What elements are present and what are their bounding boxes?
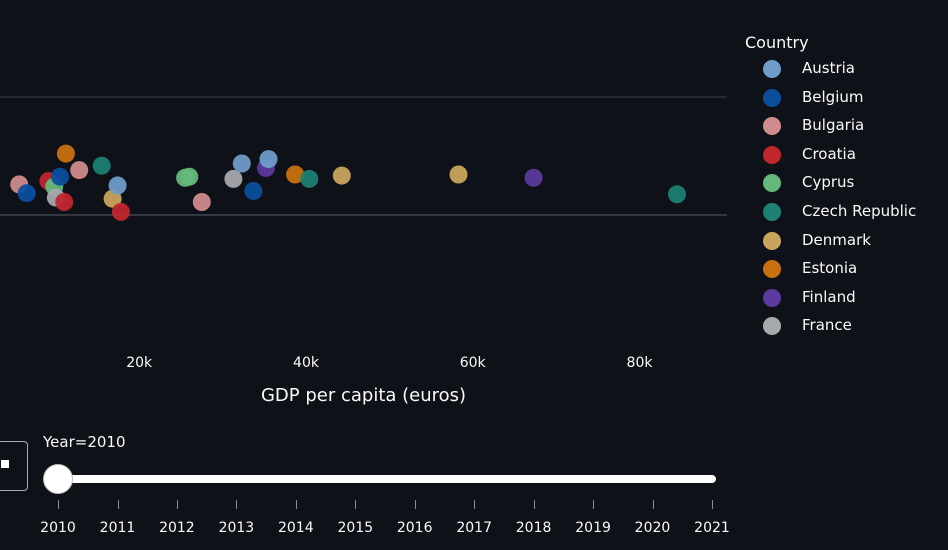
x-tick-label: 60k bbox=[460, 355, 487, 371]
year-slider-handle[interactable] bbox=[43, 464, 73, 494]
slider-tick-label[interactable]: 2018 bbox=[515, 520, 552, 536]
legend-item[interactable]: Croatia bbox=[745, 144, 945, 173]
data-point bbox=[111, 202, 130, 221]
legend-item[interactable]: Finland bbox=[745, 287, 945, 316]
data-point bbox=[17, 184, 36, 203]
slider-tick-label[interactable]: 2013 bbox=[218, 520, 255, 536]
legend-label: Austria bbox=[802, 59, 855, 77]
data-point bbox=[92, 156, 111, 175]
legend-label: Belgium bbox=[802, 87, 864, 106]
x-axis-label: GDP per capita (euros) bbox=[260, 385, 467, 406]
slider-tick bbox=[414, 500, 416, 509]
x-axis-ticks: 20k 40k 60k 80k bbox=[126, 355, 653, 371]
data-point bbox=[108, 176, 127, 195]
slider-tick bbox=[533, 500, 535, 509]
legend-label: Bulgaria bbox=[802, 116, 865, 135]
data-point bbox=[55, 193, 74, 211]
slider-tick bbox=[474, 500, 476, 509]
legend-title: Country bbox=[745, 33, 809, 52]
data-point bbox=[56, 144, 75, 163]
stop-icon bbox=[1, 460, 9, 468]
data-point bbox=[300, 169, 319, 188]
legend-label: Czech Republic bbox=[802, 201, 917, 220]
data-point bbox=[232, 154, 251, 173]
data-point bbox=[192, 193, 211, 211]
stop-button[interactable] bbox=[0, 441, 28, 491]
data-point bbox=[524, 168, 543, 187]
data-point bbox=[259, 150, 278, 169]
legend-item[interactable]: Austria bbox=[745, 58, 945, 87]
legend-marker-icon bbox=[763, 260, 781, 279]
data-point bbox=[332, 166, 351, 185]
legend-marker-icon bbox=[763, 174, 781, 193]
x-tick-label: 80k bbox=[627, 355, 654, 371]
slider-tick-label[interactable]: 2015 bbox=[337, 520, 374, 536]
legend-marker-icon bbox=[763, 288, 781, 307]
slider-tick-label[interactable]: 2010 bbox=[40, 520, 76, 536]
slider-tick bbox=[236, 500, 238, 509]
legend-marker-icon bbox=[763, 145, 781, 164]
legend-label: Denmark bbox=[802, 230, 871, 249]
legend-label: France bbox=[802, 316, 852, 335]
legend-item[interactable]: Bulgaria bbox=[745, 115, 945, 144]
slider-tick bbox=[652, 500, 654, 509]
legend-marker-icon bbox=[763, 317, 781, 335]
year-slider-track[interactable] bbox=[58, 475, 716, 483]
slider-tick-label[interactable]: 2020 bbox=[634, 520, 671, 536]
x-tick-label: 20k bbox=[126, 355, 153, 371]
data-point bbox=[244, 182, 263, 200]
slider-current-value: Year=2010 bbox=[43, 433, 126, 451]
data-point bbox=[449, 165, 468, 184]
legend-item[interactable]: Estonia bbox=[745, 258, 945, 287]
slider-tick-label[interactable]: 2014 bbox=[277, 520, 314, 536]
slider-tick-label[interactable]: 2019 bbox=[575, 520, 611, 536]
legend-item[interactable]: Denmark bbox=[745, 230, 945, 259]
slider-tick bbox=[593, 500, 595, 509]
legend-item[interactable]: Belgium bbox=[745, 87, 945, 116]
data-point bbox=[224, 169, 243, 188]
data-point bbox=[286, 165, 305, 184]
slider-tick bbox=[295, 500, 297, 509]
data-point bbox=[180, 167, 199, 186]
slider-tick bbox=[176, 500, 178, 509]
slider-tick bbox=[117, 500, 119, 509]
legend-marker-icon bbox=[763, 231, 781, 250]
legend-item[interactable]: France bbox=[745, 315, 945, 335]
data-points bbox=[10, 144, 686, 221]
legend-item[interactable]: Cyprus bbox=[745, 172, 945, 201]
slider-tick bbox=[58, 500, 59, 509]
legend-label: Estonia bbox=[802, 259, 858, 278]
legend-marker-icon bbox=[763, 117, 781, 136]
legend-marker-icon bbox=[763, 88, 781, 107]
slider-tick-label[interactable]: 2016 bbox=[396, 520, 433, 536]
slider-tick-label[interactable]: 2017 bbox=[456, 520, 492, 536]
slider-tick-label[interactable]: 2011 bbox=[99, 520, 136, 536]
slider-tick-label[interactable]: 2021 bbox=[694, 520, 730, 536]
legend: Country Austria Belgium Bulgaria Croatia Cyp… bbox=[745, 33, 945, 335]
legend-label: Croatia bbox=[802, 144, 856, 163]
slider-tick bbox=[355, 500, 357, 509]
legend-items: Austria Belgium Bulgaria Croatia Cyprus Czech… bbox=[745, 58, 945, 335]
legend-label: Cyprus bbox=[802, 173, 855, 192]
data-point bbox=[70, 161, 89, 180]
data-point bbox=[51, 167, 69, 186]
legend-item[interactable]: Czech Republic bbox=[745, 201, 945, 230]
data-point bbox=[668, 185, 686, 204]
x-tick-label: 40k bbox=[293, 355, 320, 371]
slider-tick-label[interactable]: 2012 bbox=[159, 520, 195, 536]
scatter-plot: 20k 40k 60k 80k bbox=[0, 96, 727, 371]
legend-label: Finland bbox=[802, 287, 856, 306]
legend-marker-icon bbox=[763, 202, 781, 221]
slider-tick bbox=[712, 500, 713, 509]
legend-marker-icon bbox=[763, 60, 781, 78]
